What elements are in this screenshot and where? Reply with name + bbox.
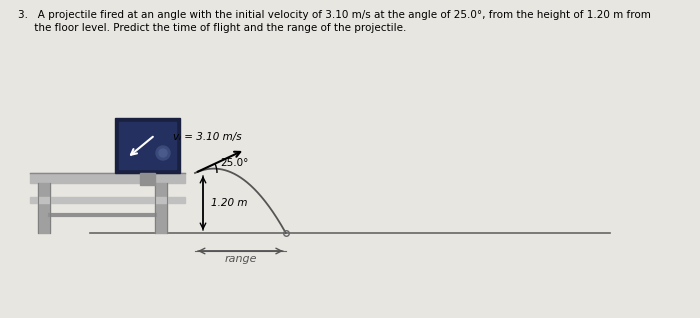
Text: the floor level. Predict the time of flight and the range of the projectile.: the floor level. Predict the time of fli… — [18, 23, 407, 33]
Text: range: range — [224, 254, 257, 264]
Bar — [30, 197, 185, 203]
Bar — [140, 173, 155, 185]
Bar — [115, 118, 180, 173]
Text: 3.   A projectile fired at an angle with the initial velocity of 3.10 m/s at the: 3. A projectile fired at an angle with t… — [18, 10, 651, 20]
Text: 1.20 m: 1.20 m — [211, 198, 248, 208]
Bar — [155, 183, 167, 233]
Circle shape — [156, 146, 170, 160]
Text: 25.0°: 25.0° — [220, 158, 248, 168]
Bar — [30, 173, 185, 183]
Bar — [38, 183, 50, 233]
Bar — [119, 122, 176, 169]
Text: vᵢ = 3.10 m/s: vᵢ = 3.10 m/s — [173, 132, 242, 142]
Circle shape — [159, 149, 167, 157]
